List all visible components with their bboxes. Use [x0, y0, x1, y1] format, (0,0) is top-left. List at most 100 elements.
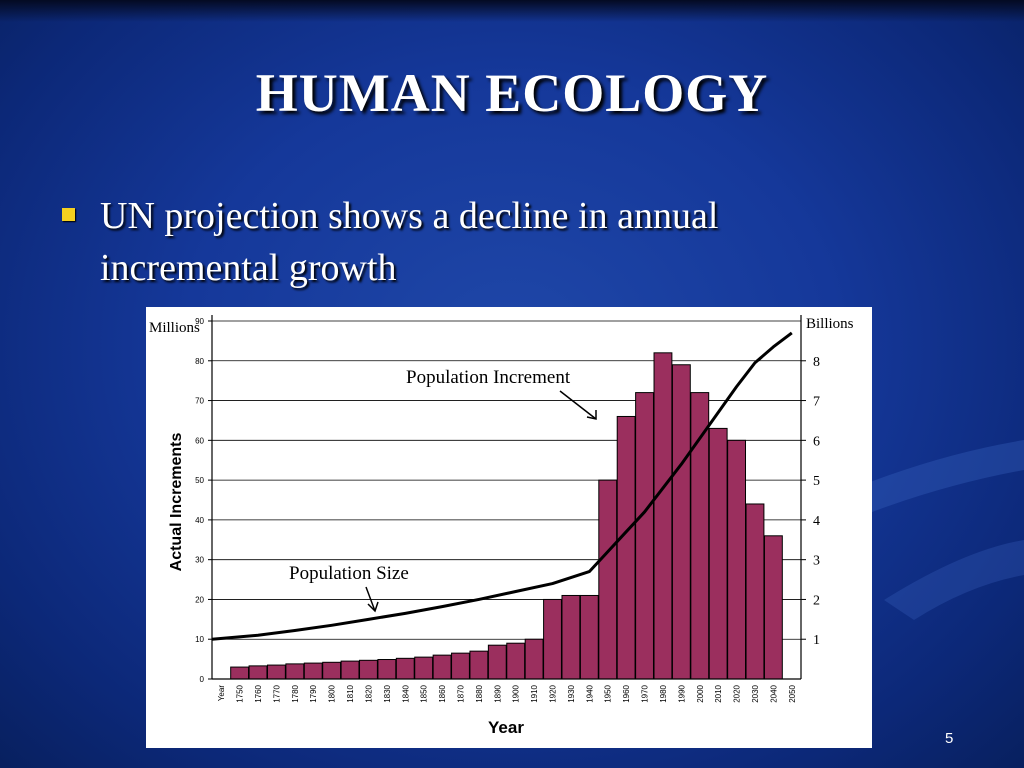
x-tick-label: 2030 [751, 684, 760, 702]
x-tick-label: 1970 [641, 684, 650, 702]
bar-1880 [469, 650, 489, 680]
x-tick-label: 1790 [309, 684, 318, 702]
x-tick-label: 1930 [567, 684, 576, 702]
bar-1970 [635, 392, 654, 680]
bar-2020 [727, 439, 747, 680]
x-tick-label: 1880 [475, 684, 484, 702]
x-tick-label: 1910 [530, 684, 539, 702]
bar-1910 [524, 638, 544, 680]
y-tick-label: 30 [195, 556, 204, 565]
bar-1870 [451, 652, 470, 680]
x-tick-label: 1980 [659, 684, 668, 702]
bar-1800 [322, 661, 342, 680]
x-tick-label: 1950 [604, 684, 613, 702]
bar-1990 [671, 364, 691, 680]
x-tick-label: Year [217, 685, 226, 702]
x-tick-label: 2000 [696, 684, 705, 702]
axis-layer [208, 315, 806, 680]
y-tick-label: 20 [195, 595, 204, 604]
bar-1830 [377, 659, 397, 680]
x-tick-label: 1820 [364, 684, 373, 702]
bar-1930 [561, 594, 581, 680]
y2-tick-label: 7 [813, 395, 820, 410]
x-tick-label: 1840 [401, 684, 410, 702]
bar-2030 [745, 503, 765, 680]
bar-1850 [414, 656, 434, 680]
annotation-population-size: Population Size [289, 563, 409, 584]
y-tick-label: 60 [195, 436, 204, 445]
x-tick-label: 1770 [272, 684, 281, 702]
bar-1890 [487, 644, 507, 680]
y-tick-label: 70 [195, 397, 204, 406]
annotation-population-increment: Population Increment [406, 367, 571, 388]
x-tick-label: 1860 [438, 684, 447, 702]
x-tick-label: 2010 [714, 684, 723, 702]
y2-tick-label: 3 [813, 554, 820, 569]
arrowhead-increment [586, 410, 597, 420]
y2-tick-label: 5 [813, 474, 820, 489]
bullet-square-icon [62, 208, 75, 221]
line-layer [211, 331, 793, 641]
bar-1810 [340, 660, 360, 680]
x-tick-label: 1810 [346, 684, 355, 702]
y-tick-label: 40 [195, 516, 204, 525]
y-tick-label: 10 [195, 635, 204, 644]
bar-1790 [303, 662, 323, 680]
bar-1950 [598, 479, 618, 680]
bar-2040 [763, 535, 783, 680]
chart-panel: 0 10 20 30 40 50 60 70 80 90 1 2 3 4 5 6 7 8 Year 1750 1760 1… [146, 307, 872, 748]
y2-tick-label: 8 [813, 355, 820, 370]
bar-1770 [266, 664, 286, 680]
x-tick-label: 2020 [733, 684, 742, 702]
bullet-text: UN projection shows a decline in annual … [100, 195, 719, 289]
arrow-increment [559, 390, 597, 420]
x-tick-label: 1800 [328, 684, 337, 702]
bar-layer [230, 352, 783, 680]
x-tick-label: 1750 [236, 684, 245, 702]
x-tick-label: 2040 [769, 684, 778, 702]
bar-1780 [285, 663, 305, 680]
x-tick-label: 1780 [291, 684, 300, 702]
bar-1980 [653, 352, 673, 680]
x-tick-label: 1900 [512, 684, 521, 702]
bar-1900 [506, 642, 526, 680]
x-axis-title: Year [488, 718, 524, 737]
y-tick-label: 0 [200, 675, 205, 684]
arrowhead-size [367, 601, 379, 613]
x-tick-label: 2050 [788, 684, 797, 702]
x-tick-label: 1850 [420, 684, 429, 702]
x-tick-label: 1920 [549, 684, 558, 702]
y-tick-label: 80 [195, 357, 204, 366]
bar-1820 [359, 659, 378, 680]
slide-title: HUMAN ECOLOGY [255, 63, 769, 123]
x-tick-label: 1990 [677, 684, 686, 702]
population-size-line [211, 331, 793, 641]
y2-tick-label: 1 [813, 633, 820, 648]
x-tick-label: 1890 [493, 684, 502, 702]
x-tick-label: 1960 [622, 684, 631, 702]
bar-1940 [579, 594, 599, 680]
bar-1960 [616, 415, 636, 680]
bar-1840 [395, 657, 415, 680]
y-axis-title: Actual Increments [168, 433, 185, 572]
bar-2010 [708, 427, 728, 680]
bar-2000 [690, 392, 710, 680]
page-number: 5 [945, 730, 954, 747]
y2-tick-label: 6 [813, 434, 820, 449]
y-tick-label: 50 [195, 476, 204, 485]
bar-1920 [543, 598, 562, 680]
y-unit-left: Millions [149, 320, 200, 336]
x-tick-label: 1760 [254, 684, 263, 702]
bar-1750 [230, 666, 250, 680]
x-tick-label: 1830 [383, 684, 392, 702]
bar-1860 [432, 654, 452, 680]
y-tick-label: 90 [195, 317, 204, 326]
x-tick-label: 1870 [456, 684, 465, 702]
y2-tick-label: 4 [813, 514, 820, 529]
bar-1760 [248, 665, 268, 680]
y2-tick-label: 2 [813, 593, 820, 608]
x-tick-label: 1940 [585, 684, 594, 702]
y-unit-right: Billions [806, 316, 854, 332]
